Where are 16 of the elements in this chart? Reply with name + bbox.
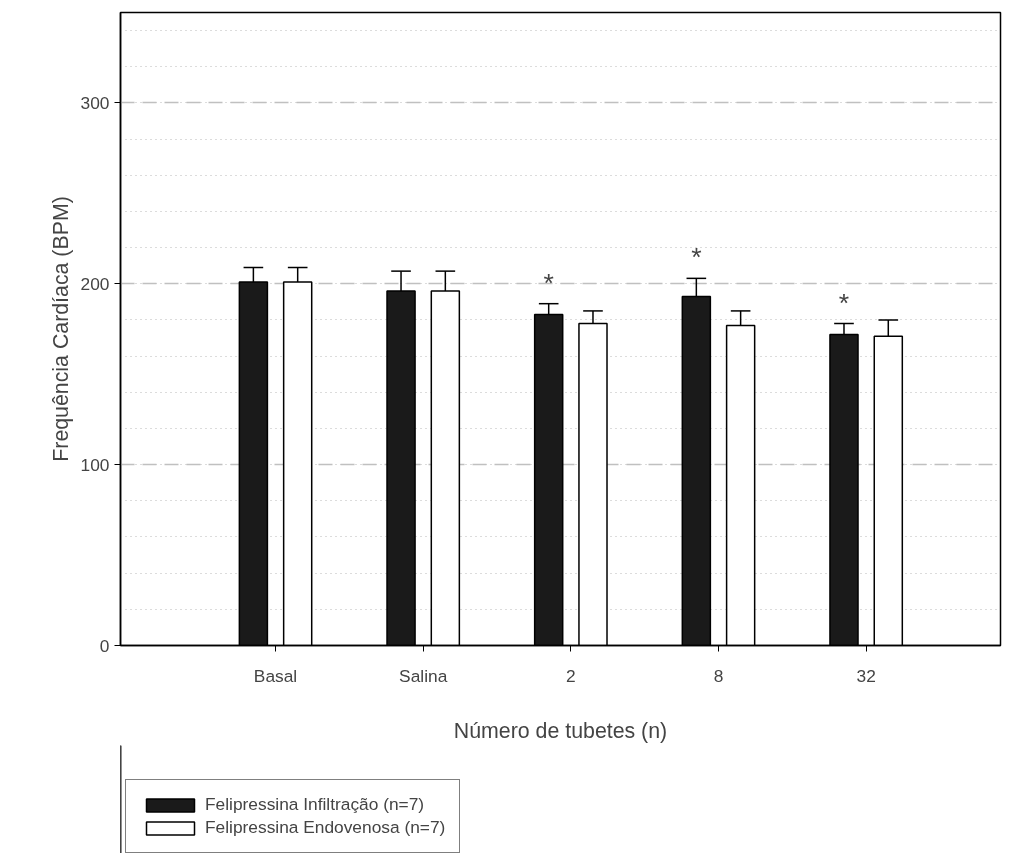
y-axis-title: Frequência Cardíaca (BPM) [48,196,73,462]
y-tick-label: 0 [99,635,110,656]
x-tick-label: 8 [713,665,724,686]
data-label: * [691,242,702,273]
x-tick-label: 2 [566,665,576,686]
data-label: * [838,287,850,318]
x-tick-label: Salina [399,665,448,686]
x-tick-label: Basal [253,665,298,686]
y-tick-label: 300 [80,92,110,113]
data-label: * [543,267,554,298]
y-tick-label: 100 [80,454,110,475]
x-axis-title: Número de tubetes (n) [453,718,668,743]
x-tick-label: 32 [856,665,876,686]
legend-label: Felipressina Endovenosa (n=7) [205,817,446,838]
y-tick-label: 200 [80,273,110,294]
legend-label: Felipressina Infiltração (n=7) [205,794,425,815]
